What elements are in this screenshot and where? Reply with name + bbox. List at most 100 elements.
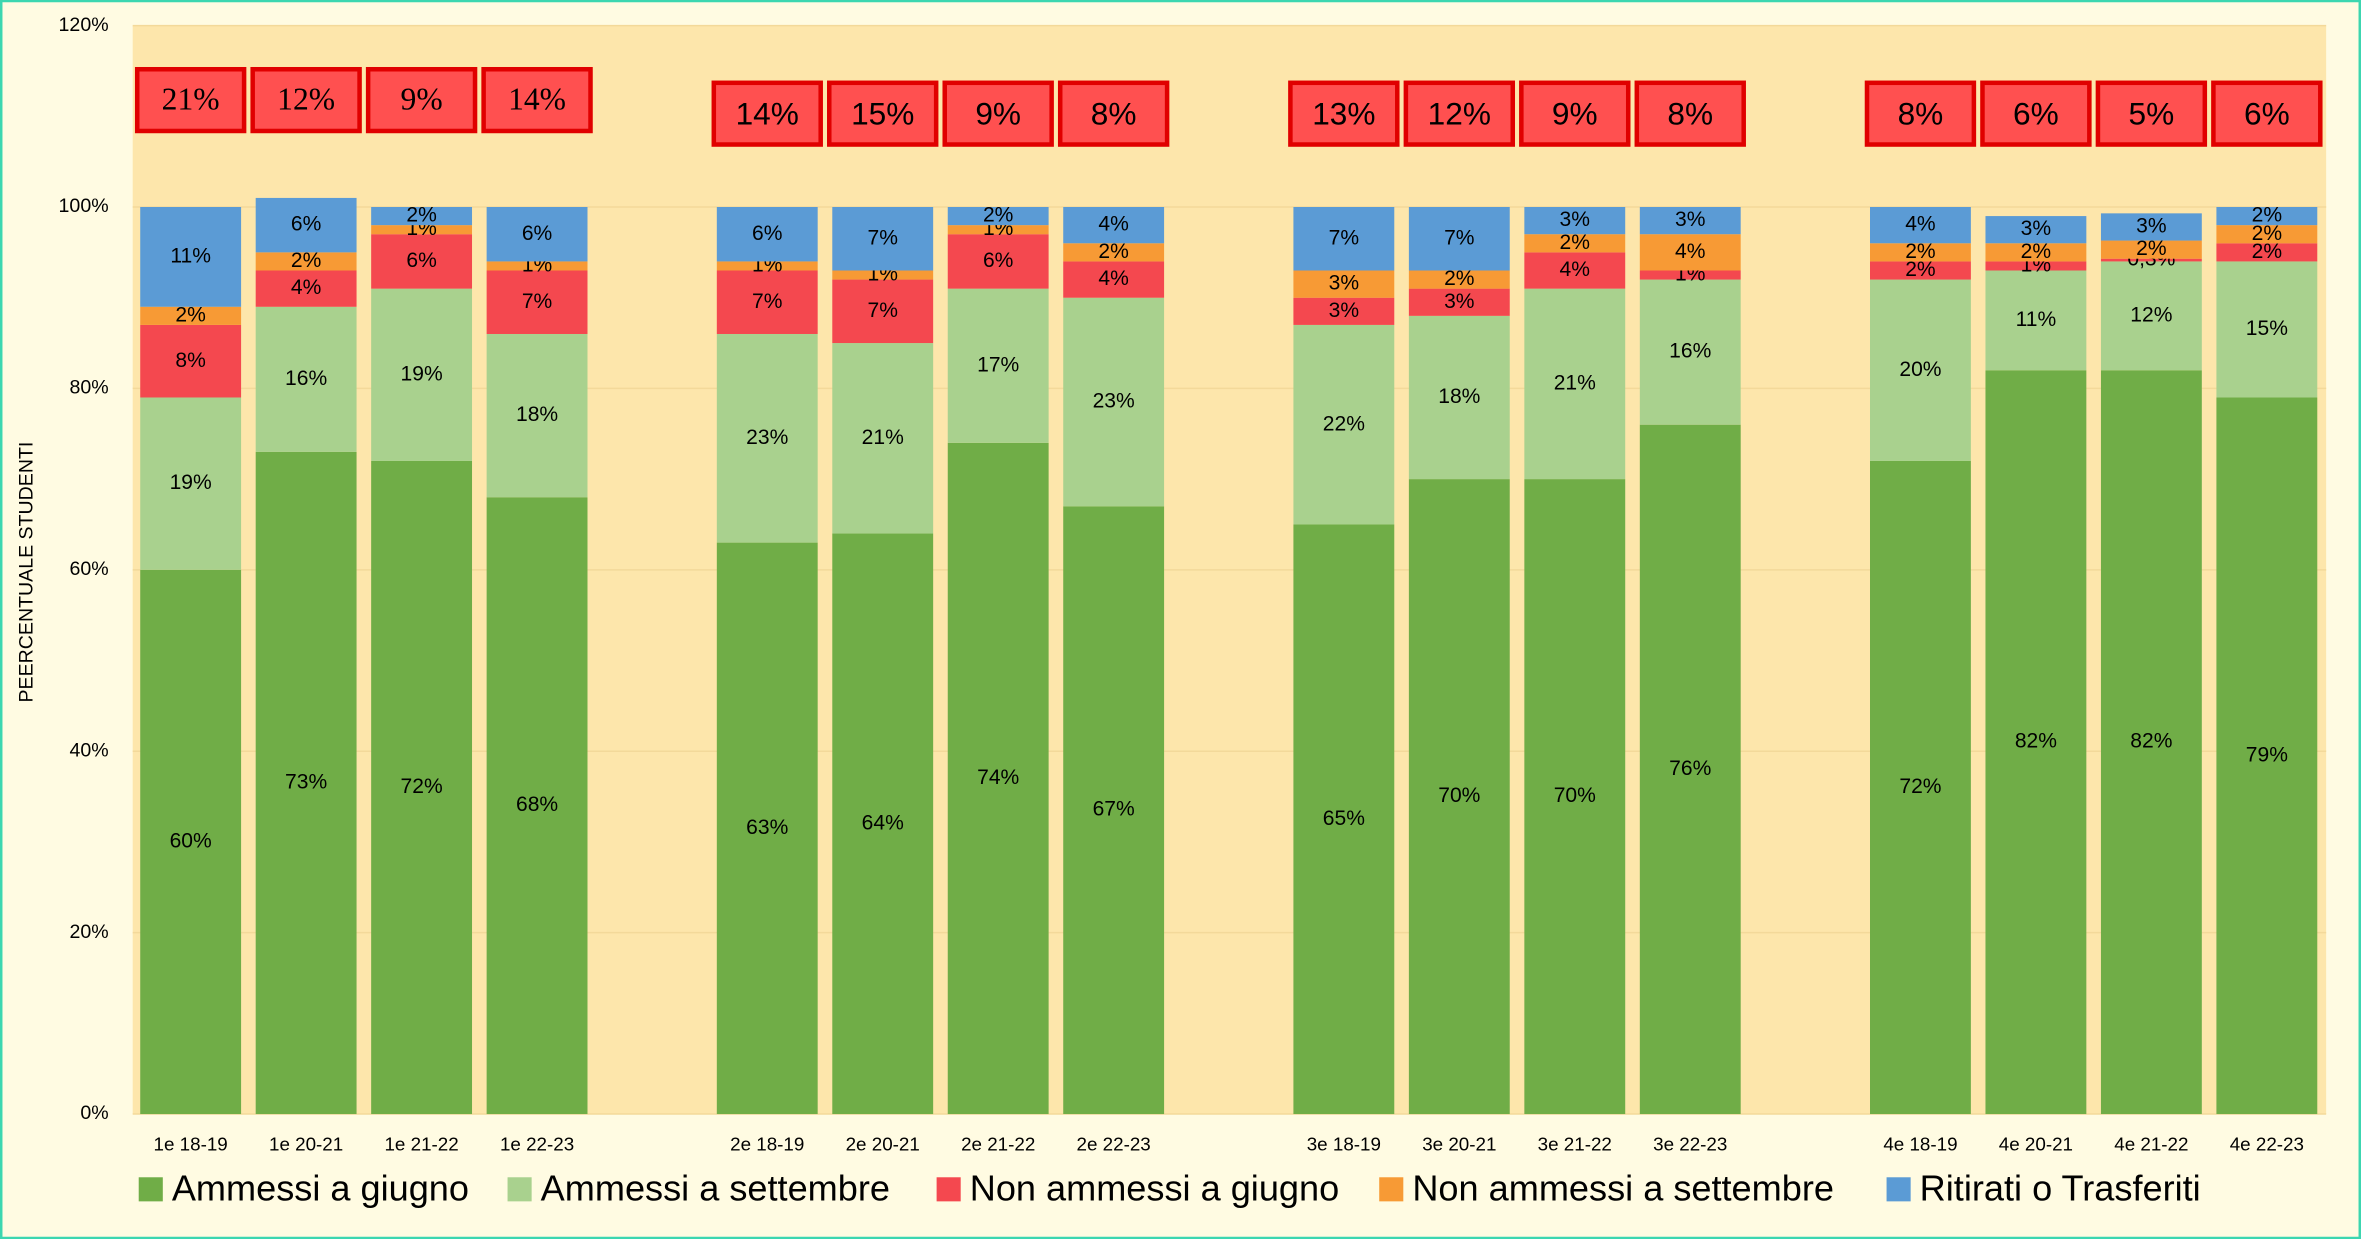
bar-segment xyxy=(1870,460,1971,1115)
annotation-box xyxy=(1403,80,1516,147)
y-tick-label: 40% xyxy=(69,739,108,761)
data-label: 18% xyxy=(1438,385,1480,408)
annotation: 12% xyxy=(277,82,335,117)
bar-segment xyxy=(1870,279,1971,461)
data-label: 2% xyxy=(291,249,321,272)
bar-segment xyxy=(371,225,473,235)
bar-segment xyxy=(1063,506,1165,1115)
annotation-box xyxy=(1634,80,1746,147)
data-label: 72% xyxy=(401,775,443,798)
x-tick-label: 2e 18-19 xyxy=(730,1134,804,1155)
bar-segment xyxy=(1293,270,1395,298)
data-label: 73% xyxy=(285,771,327,794)
data-label: 76% xyxy=(1669,757,1711,780)
data-label: 2% xyxy=(1905,258,1935,281)
y-tick-label: 0% xyxy=(80,1102,108,1124)
legend-label: Non ammessi a settembre xyxy=(1412,1167,1834,1208)
bar-segment xyxy=(1408,288,1510,316)
bar-segment xyxy=(140,207,242,307)
data-label: 7% xyxy=(867,226,897,249)
data-label: 15% xyxy=(2246,317,2288,340)
bar-segment xyxy=(486,333,588,498)
bar-segment xyxy=(486,270,588,334)
annotation-box xyxy=(1519,80,1631,147)
annotation-box xyxy=(481,66,593,134)
data-label: 4% xyxy=(1098,213,1128,236)
bar-segment xyxy=(947,207,1049,226)
data-label: 2% xyxy=(2252,204,2282,227)
data-label: 2% xyxy=(406,204,436,227)
bar-segment xyxy=(1293,324,1395,525)
bar-segment xyxy=(832,279,934,344)
bar-segment xyxy=(832,207,934,271)
bar-segment xyxy=(716,542,818,1115)
bar-segment xyxy=(140,569,242,1115)
bar-segment xyxy=(947,225,1049,235)
data-label: 11% xyxy=(170,244,211,267)
bar-segment xyxy=(2100,213,2202,241)
annotation: 9% xyxy=(401,82,443,117)
data-label: 21% xyxy=(1554,371,1596,394)
annotation: 15% xyxy=(851,95,914,131)
legend-label: Ammessi a settembre xyxy=(541,1167,890,1208)
data-label: 3% xyxy=(2021,217,2051,240)
data-label: 7% xyxy=(522,290,552,313)
data-label: 6% xyxy=(522,222,552,245)
bar-segment xyxy=(486,207,588,262)
data-label: 20% xyxy=(1899,358,1941,381)
data-label: 74% xyxy=(977,766,1019,789)
data-label: 2% xyxy=(1098,240,1128,263)
data-label: 2% xyxy=(1560,231,1590,254)
annotation-box xyxy=(1864,80,1977,147)
data-label: 2% xyxy=(175,303,205,326)
y-tick-label: 80% xyxy=(69,377,108,399)
bar-segment xyxy=(2216,243,2318,262)
x-tick-label: 2e 22-23 xyxy=(1077,1134,1151,1155)
y-tick-label: 20% xyxy=(69,921,108,943)
data-label: 4% xyxy=(1675,240,1705,263)
x-tick-label: 1e 21-22 xyxy=(384,1134,458,1155)
y-axis-label: PEERCENTUALE STUDENTI xyxy=(15,442,37,703)
annotation: 6% xyxy=(2013,95,2059,131)
x-tick-label: 1e 20-21 xyxy=(269,1134,343,1155)
data-label: 2% xyxy=(1444,267,1474,290)
bar-segment xyxy=(1524,479,1626,1115)
data-label: 70% xyxy=(1438,784,1480,807)
bar-segment xyxy=(1408,315,1510,480)
data-label: 64% xyxy=(862,811,904,834)
bar-segment xyxy=(486,261,588,271)
data-label: 4% xyxy=(291,276,321,299)
bar-segment xyxy=(1524,252,1626,289)
bar-segment xyxy=(832,343,934,534)
bar-segment xyxy=(716,333,818,543)
bar-segment xyxy=(2216,397,2318,1115)
legend-label: Non ammessi a giugno xyxy=(970,1167,1339,1208)
data-label: 6% xyxy=(406,249,436,272)
y-tick-label: 60% xyxy=(69,558,108,580)
bar-segment xyxy=(716,270,818,334)
data-label: 16% xyxy=(285,367,327,390)
bar-segment xyxy=(2100,370,2202,1115)
data-label: 21% xyxy=(862,426,904,449)
annotation-box xyxy=(827,80,939,147)
bar-segment xyxy=(1985,243,2087,262)
data-label: 3% xyxy=(1560,208,1590,231)
annotation-box xyxy=(711,80,823,147)
data-label: 2% xyxy=(2252,222,2282,245)
bar-segment xyxy=(947,234,1049,289)
bar-segment xyxy=(1524,234,1626,253)
y-tick-label: 100% xyxy=(59,195,109,217)
x-tick-label: 2e 20-21 xyxy=(846,1134,920,1155)
bar-segment xyxy=(1524,207,1626,235)
bar-segment xyxy=(2100,240,2202,259)
bar-segment xyxy=(1985,370,2087,1115)
x-tick-label: 4e 20-21 xyxy=(1999,1134,2073,1155)
bar-segment xyxy=(486,497,588,1115)
bar-segment xyxy=(1870,261,1971,280)
bar-segment xyxy=(140,324,242,398)
bar-segment xyxy=(947,288,1049,443)
annotation: 5% xyxy=(2129,95,2175,131)
bar-segment xyxy=(140,397,242,570)
